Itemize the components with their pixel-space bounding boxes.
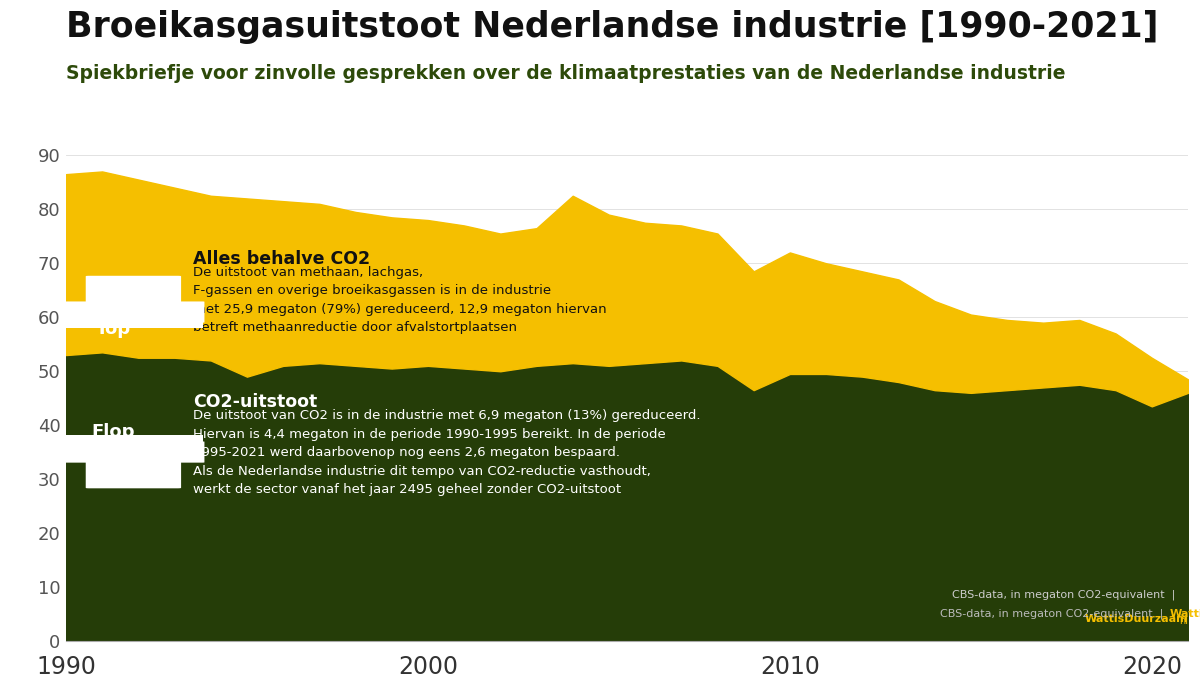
- Text: WattisDuurzaam: WattisDuurzaam: [1085, 614, 1188, 624]
- FancyBboxPatch shape: [85, 276, 181, 303]
- Text: Top: Top: [96, 320, 131, 338]
- Text: Broeikasgasuitstoot Nederlandse industrie [1990-2021]: Broeikasgasuitstoot Nederlandse industri…: [66, 10, 1158, 44]
- Text: CO2-uitstoot: CO2-uitstoot: [193, 393, 317, 411]
- FancyBboxPatch shape: [22, 441, 204, 462]
- Text: Flop: Flop: [91, 423, 134, 441]
- Text: Spiekbriefje voor zinvolle gesprekken over de klimaatprestaties van de Nederland: Spiekbriefje voor zinvolle gesprekken ov…: [66, 64, 1066, 83]
- Text: De uitstoot van methaan, lachgas,
F-gassen en overige broeikasgassen is in de in: De uitstoot van methaan, lachgas, F-gass…: [193, 266, 606, 334]
- Text: CBS-data, in megaton CO2-equivalent  |: CBS-data, in megaton CO2-equivalent |: [940, 608, 1170, 618]
- Text: Alles behalve CO2: Alles behalve CO2: [193, 250, 370, 268]
- Bar: [24, 321, 203, 329]
- Text: CBS-data, in megaton CO2-equivalent  |: CBS-data, in megaton CO2-equivalent |: [952, 589, 1182, 600]
- FancyBboxPatch shape: [22, 302, 204, 323]
- Bar: [24, 435, 203, 443]
- Text: De uitstoot van CO2 is in de industrie met 6,9 megaton (13%) gereduceerd.
Hierva: De uitstoot van CO2 is in de industrie m…: [193, 409, 700, 496]
- Text: WattisDuurzaam: WattisDuurzaam: [1170, 609, 1200, 618]
- Text: nl: nl: [1180, 616, 1188, 626]
- FancyBboxPatch shape: [85, 461, 181, 488]
